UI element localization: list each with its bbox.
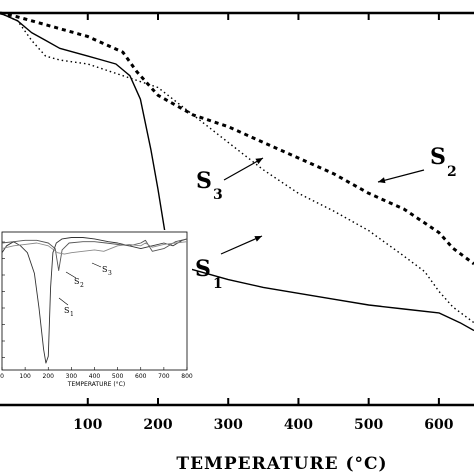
inset-x-axis-title: TEMPERATURE (°C): [67, 381, 125, 388]
inset-x-tick-label: 400: [89, 373, 101, 380]
inset-series-label: S: [74, 277, 79, 286]
inset-series-line-s2: [1, 238, 188, 272]
inset-x-tick-label: 300: [66, 373, 78, 380]
x-axis-title: TEMPERATURE (°C): [176, 454, 387, 474]
inset-x-tick-label: 800: [181, 373, 193, 380]
series-label-subscript: 1: [213, 276, 223, 292]
inset-x-tick-label: 100: [19, 373, 31, 380]
inset-annotation-pointer: [91, 262, 102, 268]
annotation-arrow-line: [377, 169, 425, 183]
annotation-arrow-line: [223, 157, 264, 181]
series-label-s1: S: [195, 256, 211, 282]
x-tick-label: 200: [143, 417, 172, 433]
x-tick-label: 500: [354, 417, 383, 433]
series-line-s2: [0, 11, 474, 266]
inset-x-tick-label: 500: [112, 373, 124, 380]
annotation-arrow-head: [254, 236, 262, 242]
series-label-subscript: 2: [447, 164, 457, 180]
series-label-s3: S: [196, 168, 212, 194]
inset-annotation-pointer: [65, 271, 77, 279]
inset-series-line-s1: [1, 237, 188, 364]
inset-series-annotations: S 1S 2S 3: [58, 262, 112, 318]
x-tick-label: 300: [214, 417, 243, 433]
annotation-arrow-line: [220, 235, 263, 255]
series-label-s2: S: [430, 144, 446, 170]
inset-background: [0, 230, 192, 393]
x-tick-label: 400: [284, 417, 313, 433]
inset-x-tick-label: 0: [0, 373, 4, 380]
inset-series-line-s3: [1, 241, 188, 255]
inset-series-label: S: [64, 306, 69, 315]
inset-x-tick-label: 200: [43, 373, 55, 380]
x-tick-label: 100: [73, 417, 102, 433]
inset-annotation-pointer: [58, 297, 69, 306]
inset-x-tick-label: 700: [158, 373, 170, 380]
annotation-arrow-head: [255, 158, 263, 165]
inset-series-label-subscript: 3: [108, 270, 112, 277]
series-label-subscript: 3: [213, 187, 223, 203]
inset-dtg-plot: 0 100 200 300 400 500 600 700 800 TEMPERATURE (°C…: [0, 230, 193, 393]
series-line-s3: [0, 12, 474, 324]
inset-series-label-subscript: 1: [70, 311, 74, 318]
annotation-arrow-head: [378, 177, 386, 184]
inset-series-label: S: [102, 265, 107, 274]
x-tick-label: 600: [424, 417, 453, 433]
inset-series-label-subscript: 2: [80, 282, 84, 289]
inset-x-tick-label: 600: [135, 373, 147, 380]
